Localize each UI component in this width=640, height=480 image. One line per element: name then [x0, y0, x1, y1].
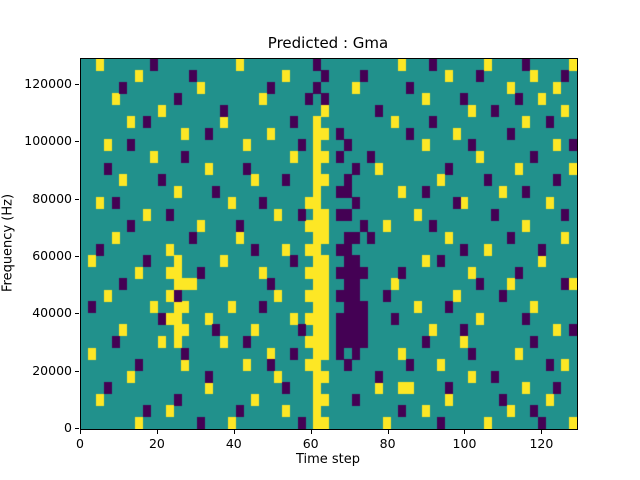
- plot-area: [80, 58, 578, 430]
- x-tick-mark: [156, 430, 158, 434]
- x-tick-label: 120: [529, 436, 554, 451]
- x-axis-label: Time step: [295, 452, 361, 467]
- y-tick-mark: [75, 313, 79, 315]
- y-tick-mark: [75, 255, 79, 257]
- x-tick-label: 60: [302, 436, 319, 451]
- y-tick-mark: [75, 428, 79, 429]
- chart-title: Predicted : Gma: [267, 34, 389, 52]
- heatmap-canvas: [81, 59, 577, 429]
- y-tick-label: 120000: [24, 75, 72, 91]
- y-tick-mark: [75, 198, 79, 200]
- x-tick-mark: [233, 430, 235, 434]
- y-axis-label: Frequency (Hz): [0, 193, 16, 293]
- x-tick-mark: [80, 430, 81, 434]
- x-tick-label: 40: [225, 436, 242, 451]
- x-tick-label: 0: [76, 436, 84, 451]
- x-tick-label: 100: [452, 436, 477, 451]
- x-tick-label: 20: [148, 436, 165, 451]
- y-tick-label: 80000: [32, 190, 72, 206]
- y-tick-mark: [75, 370, 79, 372]
- y-tick-mark: [75, 141, 79, 143]
- x-tick-mark: [541, 430, 543, 434]
- x-tick-mark: [310, 430, 312, 434]
- y-tick-label: 40000: [32, 305, 72, 321]
- x-tick-mark: [464, 430, 466, 434]
- y-tick-label: 60000: [32, 247, 72, 263]
- y-tick-label: 100000: [24, 133, 72, 149]
- x-tick-label: 80: [379, 436, 396, 451]
- y-tick-label: 20000: [32, 362, 72, 378]
- y-tick-label: 0: [64, 420, 72, 435]
- y-tick-mark: [75, 83, 79, 85]
- x-tick-mark: [387, 430, 389, 434]
